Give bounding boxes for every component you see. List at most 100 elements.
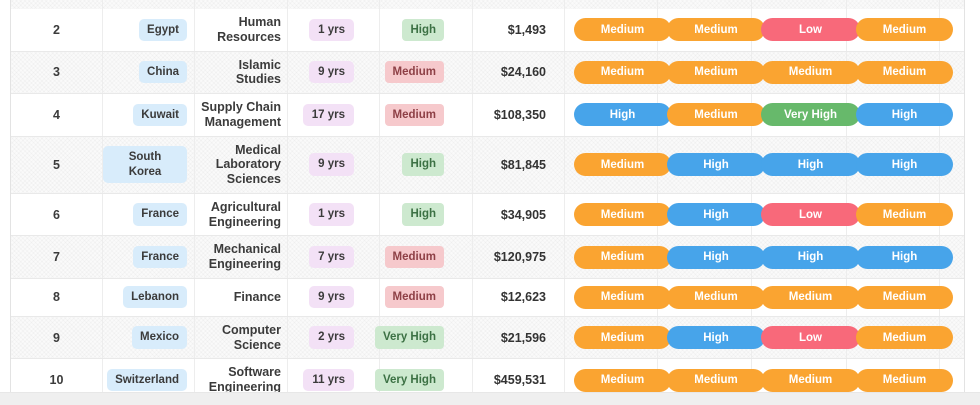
- rating-cell: High: [658, 193, 765, 236]
- rating-pill: High: [667, 326, 765, 349]
- field-label: Medical Laboratory Sciences: [215, 142, 281, 187]
- rating-pill: High: [667, 153, 765, 177]
- country-cell: South Korea: [103, 136, 195, 193]
- level-badge: Medium: [384, 286, 444, 309]
- rank-value: 4: [53, 107, 60, 122]
- rating-pill: Medium: [856, 18, 953, 42]
- level-badge: Very High: [374, 368, 444, 392]
- country-label: France: [141, 208, 179, 221]
- field-label: Software Engineering: [208, 365, 281, 394]
- table-row: 7 France Mechanical Engineering 7 yrs Medium…: [11, 235, 964, 278]
- rating-pill: High: [761, 153, 860, 177]
- rating-cell: High: [565, 94, 671, 136]
- years-badge: 7 yrs: [309, 245, 354, 269]
- rating-pill: Medium: [667, 18, 765, 42]
- table-row-clipped: [11, 0, 964, 9]
- rating-pill: Medium: [856, 368, 953, 392]
- rating-cell: Very High: [752, 94, 860, 136]
- rank-value: 8: [53, 290, 60, 305]
- rating-cell: Medium: [565, 9, 671, 51]
- years-badge: 9 yrs: [309, 153, 354, 176]
- rating-cell: Medium: [752, 51, 860, 93]
- rating-cell: Medium: [847, 278, 953, 316]
- rating-pill: Very High: [761, 103, 860, 127]
- data-table: 2 Egypt Human Resources 1 yrs High $1,493 Medi…: [10, 0, 965, 402]
- clipped-cell: [847, 0, 940, 9]
- country-label: China: [147, 66, 179, 79]
- rating-cell: Medium: [847, 51, 953, 93]
- salary-value: $12,623: [500, 290, 546, 305]
- rating-pill: Medium: [574, 285, 671, 309]
- table-row: 6 France Agricultural Engineering 1 yrs High…: [11, 192, 964, 236]
- rank-cell: 2: [11, 9, 103, 51]
- rating-pill: Medium: [574, 326, 671, 349]
- rank-cell: 10: [11, 359, 103, 401]
- level-cell: Medium: [380, 51, 473, 93]
- rating-pill: Medium: [856, 60, 953, 84]
- level-cell: High: [380, 9, 473, 51]
- field-label: Finance: [233, 289, 281, 304]
- country-badge: Kuwait: [133, 103, 187, 126]
- rank-cell: 3: [11, 51, 103, 93]
- rating-pill: Medium: [761, 60, 860, 84]
- rating-cell: Medium: [847, 9, 953, 51]
- rating-pill: High: [761, 245, 860, 269]
- field-label: Islamic Studies: [235, 57, 281, 87]
- field-label: Human Resources: [217, 15, 281, 44]
- level-cell: Very High: [374, 359, 473, 401]
- country-cell: Lebanon: [103, 278, 195, 316]
- years-badge: 1 yrs: [309, 203, 354, 226]
- rating-pill: High: [856, 153, 953, 177]
- rating-cell: High: [847, 236, 953, 278]
- country-label: France: [141, 250, 179, 263]
- salary-cell: $24,160: [473, 51, 565, 93]
- salary-value: $34,905: [500, 207, 546, 222]
- rating-pill: Medium: [856, 203, 953, 226]
- table-row: 4 Kuwait Supply Chain Management 17 yrs Medi…: [11, 93, 964, 136]
- rating-cell: Medium: [847, 316, 953, 359]
- field-cell: Mechanical Engineering: [195, 236, 288, 278]
- country-cell: Egypt: [103, 9, 195, 51]
- years-cell: 17 yrs: [288, 94, 380, 136]
- rank-cell: 6: [11, 193, 103, 236]
- years-cell: 2 yrs: [288, 316, 380, 359]
- rating-cell: Medium: [565, 136, 671, 193]
- rating-cell: Medium: [565, 278, 671, 316]
- clipped-cell: [565, 0, 658, 9]
- country-cell: China: [103, 51, 195, 93]
- level-badge: Very High: [374, 326, 444, 349]
- field-cell: Human Resources: [195, 9, 288, 51]
- rating-cell: Medium: [752, 278, 860, 316]
- rating-pill: Medium: [667, 368, 765, 392]
- field-cell: Supply Chain Management: [195, 94, 288, 136]
- country-label: Switzerland: [115, 373, 179, 386]
- rank-cell: 9: [11, 316, 103, 359]
- years-badge: 17 yrs: [302, 103, 354, 126]
- years-cell: 9 yrs: [288, 278, 380, 316]
- clipped-cell: [658, 0, 752, 9]
- salary-value: $459,531: [493, 373, 546, 387]
- country-cell: Switzerland: [103, 359, 195, 401]
- salary-value: $21,596: [500, 330, 546, 345]
- rating-pill: Medium: [574, 245, 671, 269]
- rating-pill: Medium: [574, 153, 671, 177]
- rating-cell: Medium: [565, 193, 671, 236]
- salary-cell: $108,350: [473, 94, 565, 136]
- rating-pill: Medium: [574, 203, 671, 226]
- country-badge: Switzerland: [107, 368, 187, 392]
- rating-cell: Medium: [565, 236, 671, 278]
- years-badge: 1 yrs: [309, 18, 354, 41]
- rating-pill: Medium: [574, 18, 671, 42]
- country-label: South Korea: [128, 151, 162, 178]
- table-row: 8 Lebanon Finance 9 yrs Medium $12,623 Medium M…: [11, 277, 964, 316]
- level-cell: Very High: [374, 316, 473, 359]
- rating-cell: Medium: [565, 51, 671, 93]
- field-label: Mechanical Engineering: [208, 242, 281, 271]
- field-cell: Agricultural Engineering: [195, 193, 288, 236]
- salary-value: $108,350: [493, 107, 546, 122]
- salary-cell: $81,845: [473, 136, 565, 193]
- rating-pill: High: [856, 103, 953, 127]
- rating-pill: Medium: [667, 103, 765, 127]
- rating-cell: Medium: [658, 9, 765, 51]
